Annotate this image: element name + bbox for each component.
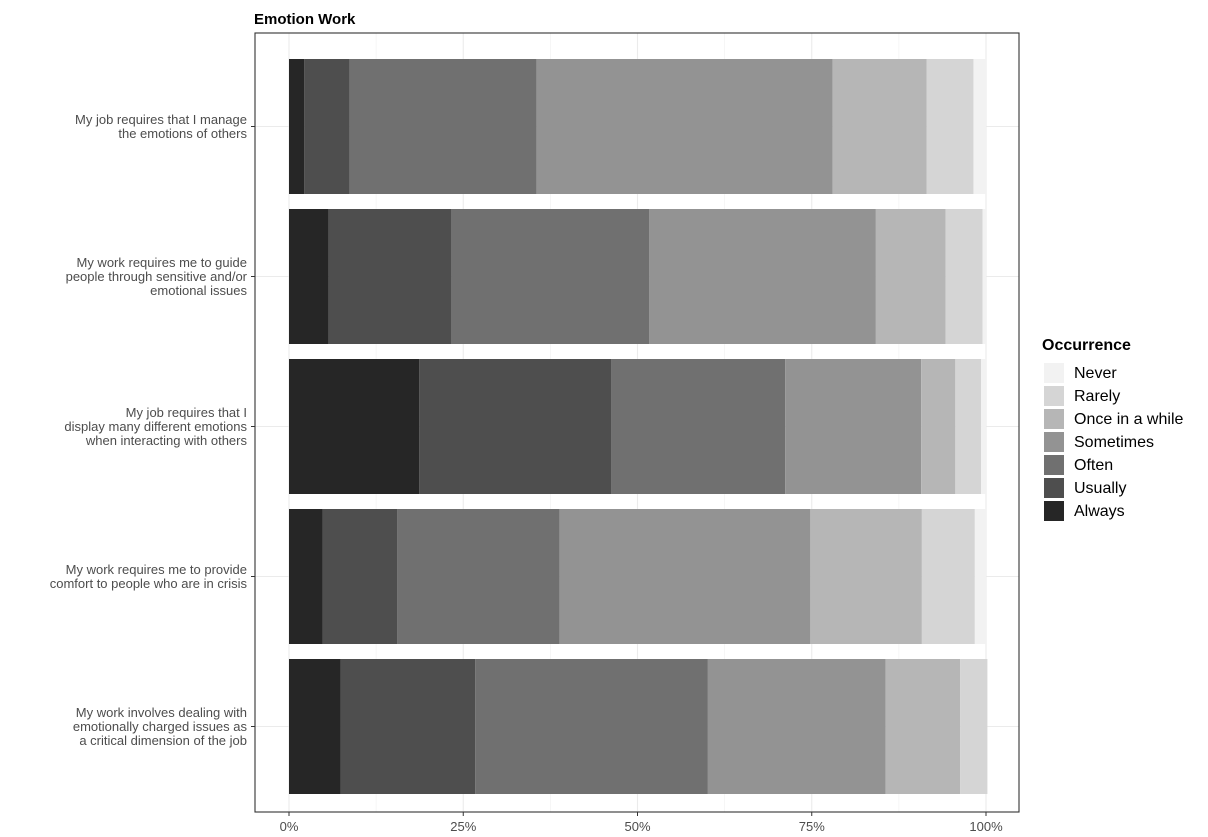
legend-swatch-sometimes [1044,432,1064,452]
y-tick-label: My job requires that I manage [75,112,247,127]
bar-segment-always [289,509,323,644]
x-tick-label: 0% [280,819,299,834]
bar-segment-often [349,59,537,194]
bar-segment-sometimes [559,509,811,644]
bar-segment-rarely [921,509,975,644]
y-tick-label: My job requires that I [126,405,247,420]
bar-segment-always [289,59,305,194]
y-tick-label: when interacting with others [85,433,248,448]
x-tick-label: 100% [969,819,1003,834]
bar-segment-usually [419,359,612,494]
bar-segment-usually [328,209,452,344]
chart-title: Emotion Work [254,11,356,28]
bar-segment-often [611,359,786,494]
x-axis: 0% 25% 50% 75% 100% [280,812,1003,834]
y-tick-label: emotionally charged issues as [73,719,248,734]
legend-swatch-usually [1044,478,1064,498]
bar-segment-rarely [960,659,988,794]
bar-segment-never [981,359,986,494]
bar-segment-never [974,509,986,644]
legend-label: Sometimes [1074,434,1154,451]
bar-segment-sometimes [707,659,886,794]
bar-segment-always [289,659,341,794]
legend-label: Often [1074,457,1113,474]
bar-segment-often [451,209,650,344]
y-tick-label: emotional issues [150,283,247,298]
bar-segment-once-in-a-while [832,59,927,194]
legend-swatch-often [1044,455,1064,475]
legend-label: Once in a while [1074,411,1183,428]
legend-label: Always [1074,503,1125,520]
legend-label: Rarely [1074,388,1120,405]
bar-segment-rarely [926,59,974,194]
y-tick-label: a critical dimension of the job [79,733,247,748]
bar-segment-once-in-a-while [875,209,946,344]
bar-segment-often [475,659,708,794]
bar-segment-rarely [955,359,982,494]
bar-segment-once-in-a-while [885,659,961,794]
legend-swatch-once-in-a-while [1044,409,1064,429]
bar-segment-never [982,209,986,344]
bar-segment-always [289,359,420,494]
x-tick-label: 25% [450,819,476,834]
y-tick-label: people through sensitive and/or [66,269,248,284]
y-tick-label: the emotions of others [118,126,247,141]
bar-segment-often [397,509,560,644]
bar-segment-usually [304,59,350,194]
x-tick-label: 75% [799,819,825,834]
legend-swatch-never [1044,363,1064,383]
y-tick-label: comfort to people who are in crisis [50,576,248,591]
bar-segment-usually [340,659,476,794]
y-tick-label: My work requires me to provide [66,562,247,577]
bar-segment-rarely [945,209,983,344]
y-tick-label: display many different emotions [64,419,247,434]
bar-segment-once-in-a-while [810,509,922,644]
x-tick-label: 50% [624,819,650,834]
legend-swatch-rarely [1044,386,1064,406]
bar-segment-sometimes [785,359,922,494]
legend-label: Usually [1074,480,1126,497]
legend: Occurrence Never Rarely Once in a while Som… [1042,337,1183,521]
bar-segment-sometimes [649,209,876,344]
bar-segment-sometimes [536,59,833,194]
y-tick-label: My work requires me to guide [76,255,247,270]
bar-segment-never [973,59,986,194]
bar-segment-always [289,209,329,344]
legend-swatch-always [1044,501,1064,521]
bar-segment-once-in-a-while [921,359,956,494]
y-tick-label: My work involves dealing with [76,705,247,720]
legend-title: Occurrence [1042,337,1131,354]
legend-label: Never [1074,365,1117,382]
bar-segment-usually [322,509,398,644]
bars [289,59,988,794]
